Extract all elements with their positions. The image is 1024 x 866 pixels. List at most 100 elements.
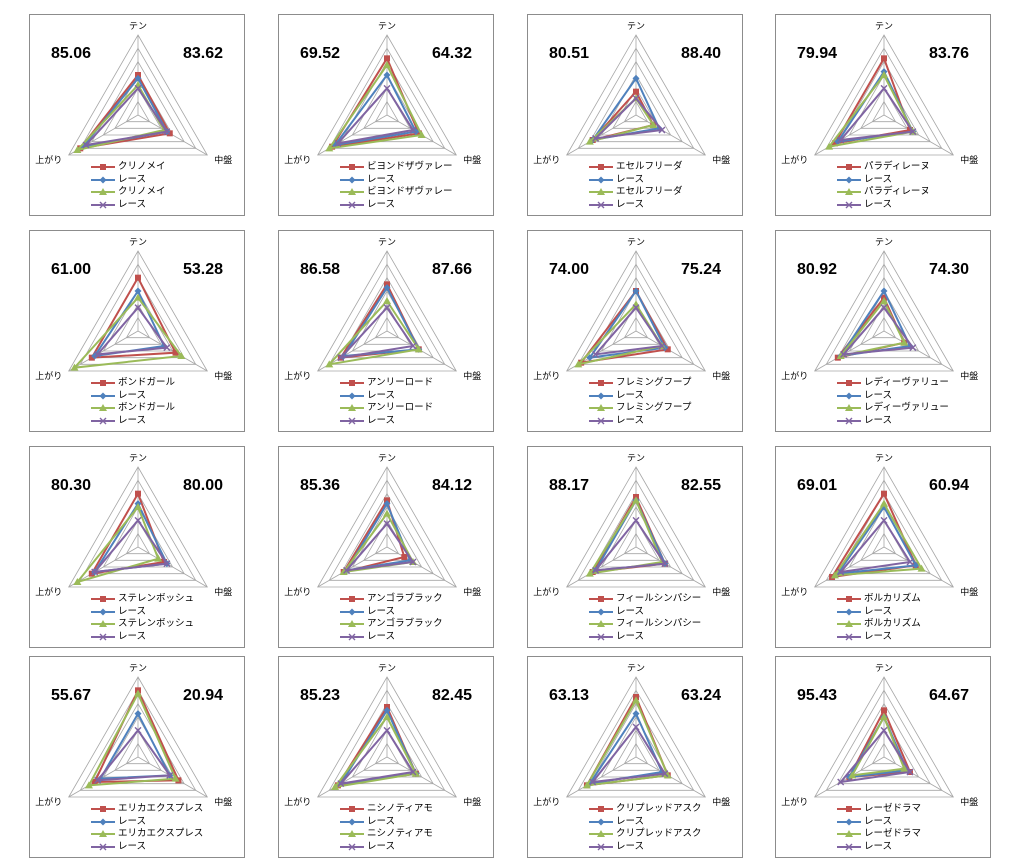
- series-line: [332, 715, 418, 789]
- legend-label: レーゼドラマ: [864, 803, 922, 814]
- legend-swatch: [91, 830, 115, 837]
- legend-swatch: [91, 596, 115, 602]
- legend-swatch: [837, 188, 861, 195]
- data-point: [383, 71, 391, 79]
- data-point: [589, 569, 596, 575]
- data-point: [909, 128, 917, 136]
- legend-label: レース: [367, 630, 396, 642]
- legend-swatch: [837, 380, 861, 386]
- radar-axis-line: [566, 756, 637, 798]
- radar-grid-ring: [79, 47, 197, 149]
- radar-axis-line: [883, 114, 954, 156]
- legend-label: レディーヴァリュー: [864, 402, 949, 413]
- data-point: [334, 139, 342, 147]
- legend-swatch: [340, 830, 364, 837]
- series-line: [77, 73, 172, 150]
- legend-marker: [348, 620, 356, 627]
- legend-label: アンゴラブラック: [367, 618, 443, 629]
- radar-axis-line: [883, 330, 954, 372]
- legend-marker: [348, 404, 356, 411]
- data-point: [880, 71, 888, 78]
- legend-label: レース: [118, 389, 147, 401]
- legend-swatch: [91, 806, 115, 812]
- series-line: [83, 86, 169, 147]
- data-point: [837, 568, 845, 576]
- series-line: [326, 299, 421, 366]
- legend-label: ステレンボッシュ: [118, 618, 195, 629]
- data-point: [632, 74, 640, 82]
- radar-grid-ring: [623, 742, 649, 765]
- legend-label: レース: [864, 414, 893, 426]
- axis-label: 上がり: [533, 154, 560, 166]
- legend-label: レース: [367, 198, 396, 210]
- data-point: [134, 516, 142, 524]
- data-point: [881, 707, 887, 714]
- radar-chart-panel: テン 中盤 上がり 74.00 75.24 フレミングフープ レース フレミングフープ レース: [527, 230, 743, 432]
- legend-swatch: [91, 164, 115, 170]
- legend-label: アンリーロード: [367, 402, 434, 413]
- data-point: [383, 500, 391, 508]
- data-point: [880, 304, 888, 312]
- axis-label: テン: [627, 237, 645, 248]
- radar-grid-ring: [871, 532, 897, 555]
- legend-label: ステレンボッシュ: [118, 593, 195, 604]
- data-point: [880, 84, 888, 92]
- data-point: [383, 520, 391, 528]
- score-left: 80.51: [549, 45, 590, 62]
- axis-label: テン: [378, 21, 396, 32]
- data-point: [837, 136, 845, 144]
- legend-label: ビヨンドザヴァレー: [367, 186, 453, 197]
- legend-swatch: [91, 843, 115, 850]
- score-right: 83.62: [182, 45, 223, 62]
- axis-label: 中盤: [960, 370, 978, 382]
- legend-swatch: [837, 633, 861, 640]
- legend-marker: [597, 830, 605, 837]
- legend-label: レース: [118, 605, 147, 617]
- legend-marker: [99, 201, 107, 208]
- data-point: [632, 94, 640, 102]
- data-point: [658, 342, 666, 350]
- legend-marker: [99, 404, 107, 411]
- legend-marker: [598, 806, 604, 812]
- radar-grid-ring: [623, 100, 649, 123]
- series-line: [87, 691, 178, 787]
- data-point: [134, 287, 142, 295]
- series-line: [344, 501, 412, 572]
- axis-label: 中盤: [960, 796, 978, 808]
- legend-swatch: [91, 633, 115, 640]
- data-point: [134, 293, 142, 301]
- legend-label: ボルカリズム: [864, 618, 921, 629]
- radar-grid-ring: [577, 689, 695, 791]
- data-point: [84, 781, 93, 789]
- radar-grid-ring: [68, 250, 208, 372]
- legend-label: ニシノティアモ: [367, 828, 433, 839]
- data-point: [135, 274, 141, 281]
- radar-axis-line: [566, 114, 637, 156]
- legend-marker: [845, 620, 853, 627]
- legend-label: レース: [367, 414, 396, 426]
- score-right: 53.28: [182, 261, 223, 278]
- legend-label: レース: [367, 815, 396, 827]
- legend-marker: [598, 164, 604, 170]
- series-line: [832, 501, 924, 577]
- legend-swatch: [91, 608, 115, 615]
- data-point: [383, 304, 391, 312]
- legend-swatch: [589, 830, 613, 837]
- legend-label: レース: [864, 198, 893, 210]
- score-right: 83.76: [928, 45, 969, 62]
- legend-swatch: [91, 620, 115, 627]
- data-point: [337, 780, 345, 788]
- radar-grid-ring: [577, 263, 695, 365]
- legend-swatch: [837, 620, 861, 627]
- data-point: [632, 304, 640, 312]
- radar-grid-ring: [340, 492, 434, 575]
- radar-chart-panel: テン 中盤 上がり 69.01 60.94 ボルカリズム レース ボルカリズム レース: [775, 446, 991, 648]
- series-line: [338, 306, 415, 360]
- axis-label: テン: [129, 237, 147, 248]
- axis-label: 上がり: [35, 370, 62, 382]
